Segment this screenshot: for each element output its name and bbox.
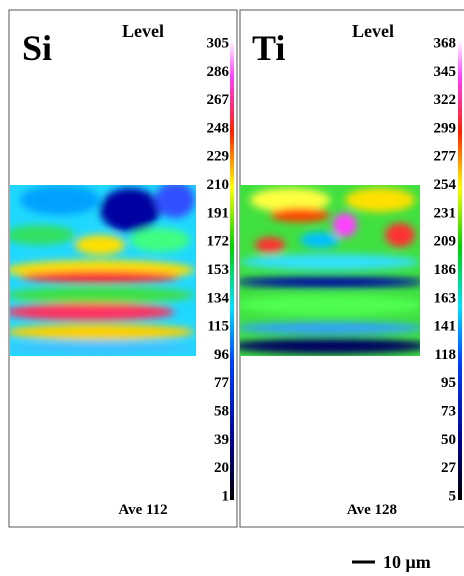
level-value: 345: [434, 64, 457, 80]
level-value: 277: [434, 149, 457, 165]
level-value: 77: [214, 375, 230, 391]
level-value: 96: [214, 347, 230, 363]
level-value: 118: [434, 347, 456, 363]
level-value: 5: [449, 488, 457, 504]
level-value: 134: [207, 290, 230, 306]
level-value: 73: [441, 404, 456, 420]
level-value: 299: [434, 120, 457, 136]
level-value: 267: [207, 92, 230, 108]
si-map: [5, 182, 196, 356]
level-value: 305: [207, 35, 230, 51]
figure: Si Level Ave 112 Ti Level Ave 128 10 μm …: [0, 0, 464, 576]
level-value: 141: [434, 319, 457, 335]
level-value: 229: [207, 149, 230, 165]
level-value: 191: [207, 205, 230, 221]
level-value: 210: [207, 177, 230, 193]
level-value: 1: [222, 488, 230, 504]
level-value: 95: [441, 375, 456, 391]
level-value: 58: [214, 404, 229, 420]
level-value: 286: [207, 64, 230, 80]
level-value: 186: [434, 262, 457, 278]
level-value: 172: [207, 234, 230, 250]
level-value: 368: [434, 35, 457, 51]
page: {"panels": [ {"element": "Si", "level_la…: [0, 0, 464, 576]
level-value: 20: [214, 460, 229, 476]
level-value: 153: [207, 262, 230, 278]
average: Ave 128: [347, 502, 397, 518]
element-label: Ti: [252, 28, 285, 68]
ti-map: [230, 185, 430, 356]
level-value: 27: [441, 460, 457, 476]
level-value: 115: [207, 319, 229, 335]
level-value: 322: [434, 92, 457, 108]
level-value: 209: [434, 234, 457, 250]
color-bar: [230, 40, 234, 500]
scale-bar-label: 10 μm: [383, 552, 431, 572]
level-value: 50: [441, 432, 456, 448]
level-value: 231: [434, 205, 457, 221]
color-bar: [458, 40, 462, 500]
level-value: 254: [434, 177, 457, 193]
level-label: Level: [352, 21, 394, 41]
level-label: Level: [122, 21, 164, 41]
average: Ave 112: [118, 502, 167, 518]
level-value: 248: [207, 120, 230, 136]
level-value: 163: [434, 290, 457, 306]
element-label: Si: [22, 28, 52, 68]
level-value: 39: [214, 432, 229, 448]
